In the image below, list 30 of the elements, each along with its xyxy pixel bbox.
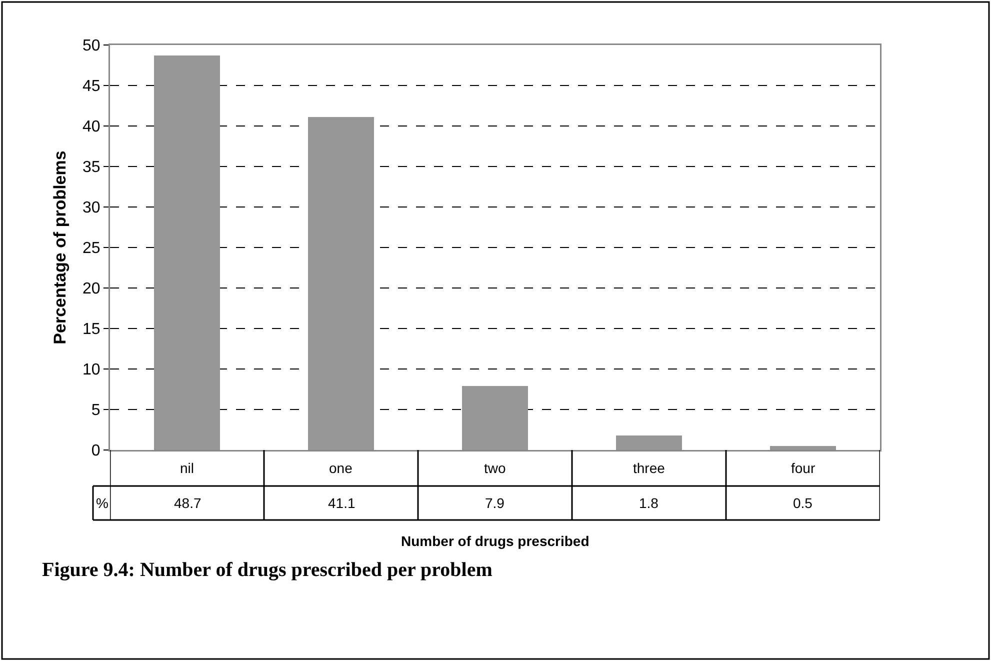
bar — [770, 446, 836, 450]
data-label: 1.8 — [639, 495, 659, 511]
x-tick-label: nil — [180, 460, 194, 476]
data-label: 41.1 — [328, 495, 356, 511]
y-tick-label: 0 — [91, 442, 100, 460]
y-axis-title: Percentage of problems — [50, 150, 70, 344]
x-tick-label: two — [484, 460, 506, 476]
y-tick-label: 25 — [82, 240, 100, 258]
y-tick-label: 35 — [82, 159, 100, 176]
y-tick-label: 10 — [82, 362, 100, 379]
y-tick-label: 45 — [82, 78, 100, 96]
data-label: 7.9 — [485, 495, 505, 511]
x-tick-label: four — [791, 460, 816, 476]
y-tick-label: 40 — [82, 118, 100, 136]
data-label: 48.7 — [174, 495, 202, 511]
text: % — [96, 495, 108, 511]
y-tick-label: 50 — [82, 38, 100, 55]
bar — [154, 56, 220, 450]
y-tick-label: 30 — [82, 200, 100, 217]
x-tick-label: one — [329, 460, 353, 476]
bar — [308, 117, 374, 450]
bar — [616, 435, 682, 450]
y-tick-label: 20 — [82, 280, 100, 298]
y-tick-label: 5 — [91, 402, 100, 420]
x-tick-label: three — [633, 460, 666, 476]
x-axis-title: Number of drugs prescribed — [401, 533, 590, 549]
y-tick-label: 15 — [82, 321, 100, 338]
caption: Figure 9.4: Number of drugs prescribed per problem — [42, 559, 493, 581]
data-label: 0.5 — [793, 495, 813, 511]
bar — [462, 386, 528, 450]
